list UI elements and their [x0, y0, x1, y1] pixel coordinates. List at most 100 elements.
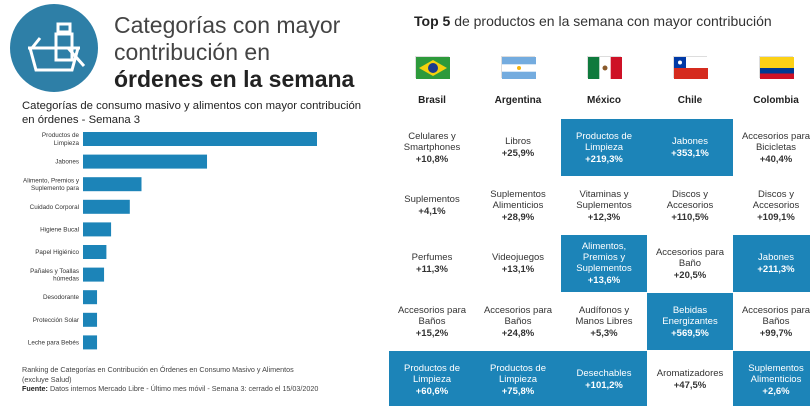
- product-cell: Discos y Accesorios +110,5%: [647, 177, 733, 234]
- bar: [83, 335, 98, 350]
- product-cell: Celulares y Smartphones +10,8%: [389, 119, 475, 176]
- footnote-line1: Ranking de Categorías en Contribución en…: [22, 365, 294, 374]
- source-text: Datos internos Mercado Libre - Último me…: [49, 384, 319, 393]
- country-name: Argentina: [494, 95, 542, 106]
- product-cell: Audífonos y Manos Libres +5,3%: [561, 293, 647, 350]
- argentina-flag-icon: [501, 56, 536, 79]
- product-value: +110,5%: [671, 211, 709, 223]
- category-label: Leche para Bebés: [28, 339, 79, 346]
- product-cell: Suplementos Alimenticios +28,9%: [475, 177, 561, 234]
- country-header: Brasil Argentina México Chile Colombia: [386, 56, 810, 116]
- product-cell: Accesorios para Baños +15,2%: [389, 293, 475, 350]
- bar: [83, 245, 107, 259]
- product-value: +10,8%: [415, 153, 449, 165]
- country-name: Chile: [677, 95, 703, 106]
- product-cell: Libros +25,9%: [475, 119, 561, 176]
- bar: [83, 290, 98, 305]
- product-cell: Videojuegos +13,1%: [475, 235, 561, 292]
- product-value: +2,6%: [762, 385, 790, 397]
- product-name: Accesorios para Baño: [655, 246, 725, 269]
- product-cell: Aromatizadores +47,5%: [647, 351, 733, 406]
- bar: [83, 154, 208, 169]
- product-name: Accesorios para Baños: [397, 304, 467, 327]
- product-name: Accesorios para Baños: [741, 304, 810, 327]
- product-value: +60,6%: [415, 385, 449, 397]
- chile-flag-icon: [673, 56, 708, 79]
- product-name: Audífonos y Manos Libres: [575, 304, 633, 327]
- bar: [83, 267, 105, 282]
- product-value: +353,1%: [671, 148, 709, 159]
- product-cell: Jabones +353,1%: [647, 119, 733, 176]
- product-name: Libros: [505, 136, 531, 147]
- product-value: +12,3%: [587, 211, 621, 223]
- top5-title-bold: Top 5: [414, 13, 451, 29]
- country-column: Brasil: [389, 56, 475, 106]
- product-name: Suplementos Alimenticios: [490, 188, 546, 211]
- left-panel: Categorías con mayor contribución en órd…: [0, 0, 380, 406]
- product-name: Videojuegos: [491, 252, 545, 263]
- product-name: Productos de Limpieza: [404, 362, 460, 385]
- top5-title-rest: de productos en la semana con mayor cont…: [454, 13, 772, 29]
- product-value: +24,8%: [501, 327, 535, 339]
- top5-title: Top 5 de productos en la semana con mayo…: [414, 13, 772, 29]
- product-value: +219,3%: [585, 153, 623, 165]
- product-value: +101,2%: [585, 380, 623, 391]
- footnote-source: Fuente: Datos internos Mercado Libre - Ú…: [22, 384, 372, 394]
- product-name: Accesorios para Bicicletas: [741, 130, 810, 153]
- category-label: Papel Higiénico: [35, 249, 79, 256]
- product-value: +25,9%: [501, 148, 535, 159]
- bar: [83, 222, 112, 237]
- product-value: +5,3%: [590, 327, 618, 339]
- product-cell: Accesorios para Bicicletas +40,4%: [733, 119, 810, 176]
- country-column: Chile: [647, 56, 733, 106]
- product-value: +20,5%: [673, 269, 707, 281]
- product-cell: Accesorios para Baño +20,5%: [647, 235, 733, 292]
- bar: [83, 132, 317, 146]
- category-label: Protección Solar: [33, 317, 79, 324]
- product-value: +109,1%: [757, 211, 795, 223]
- product-value: +211,3%: [757, 264, 795, 275]
- product-name: Jabones: [758, 252, 794, 263]
- product-name: Suplementos Alimenticios: [748, 362, 804, 385]
- footnote: Ranking de Categorías en Contribución en…: [22, 365, 372, 394]
- product-name: Discos y Accesorios: [666, 188, 714, 211]
- product-value: +15,2%: [415, 327, 449, 339]
- product-value: +40,4%: [759, 153, 793, 165]
- product-value: +75,8%: [501, 385, 535, 397]
- headline-line3: órdenes en la semana: [114, 66, 355, 92]
- product-name: Celulares y Smartphones: [403, 130, 461, 153]
- product-value: +569,5%: [671, 327, 709, 339]
- product-name: Desechables: [576, 368, 632, 379]
- mexico-flag-icon: [587, 56, 622, 79]
- product-value: +47,5%: [673, 380, 707, 391]
- country-name: México: [587, 95, 621, 106]
- product-cell: Productos de Limpieza +60,6%: [389, 351, 475, 406]
- product-cell: Accesorios para Baños +99,7%: [733, 293, 810, 350]
- product-name: Jabones: [672, 136, 708, 147]
- product-cell: Jabones +211,3%: [733, 235, 810, 292]
- footnote-line2: (excluye Salud): [22, 374, 72, 384]
- source-label: Fuente:: [22, 384, 48, 393]
- category-label: Alimento, Premios y Suplemento para: [23, 177, 80, 192]
- product-cell: Suplementos Alimenticios +2,6%: [733, 351, 810, 406]
- colombia-flag-icon: [759, 56, 794, 79]
- category-label: Pañales y Toallas húmedas: [30, 268, 79, 283]
- country-name: Colombia: [753, 95, 799, 106]
- category-label: Productos de Limpieza: [42, 132, 80, 147]
- product-value: +4,1%: [418, 206, 446, 217]
- right-panel: Top 5 de productos en la semana con mayo…: [386, 0, 810, 406]
- product-cell: Alimentos, Premios y Suplementos +13,6%: [561, 235, 647, 292]
- product-value: +28,9%: [501, 211, 535, 223]
- product-name: Perfumes: [411, 252, 453, 263]
- product-name: Productos de Limpieza: [490, 362, 546, 385]
- product-cell: Vitaminas y Suplementos +12,3%: [561, 177, 647, 234]
- product-cell: Productos de Limpieza +219,3%: [561, 119, 647, 176]
- bar-chart: Productos de Limpieza Jabones Alimento, Pre…: [23, 132, 317, 350]
- headline: Categorías con mayor contribución en órd…: [114, 12, 374, 93]
- country-column: México: [561, 56, 647, 106]
- product-cell: Suplementos +4,1%: [389, 177, 475, 234]
- product-name: Suplementos: [404, 194, 460, 205]
- category-label: Jabones: [55, 159, 79, 166]
- product-name: Bebidas Energizantes: [662, 304, 718, 327]
- product-cell: Perfumes +11,3%: [389, 235, 475, 292]
